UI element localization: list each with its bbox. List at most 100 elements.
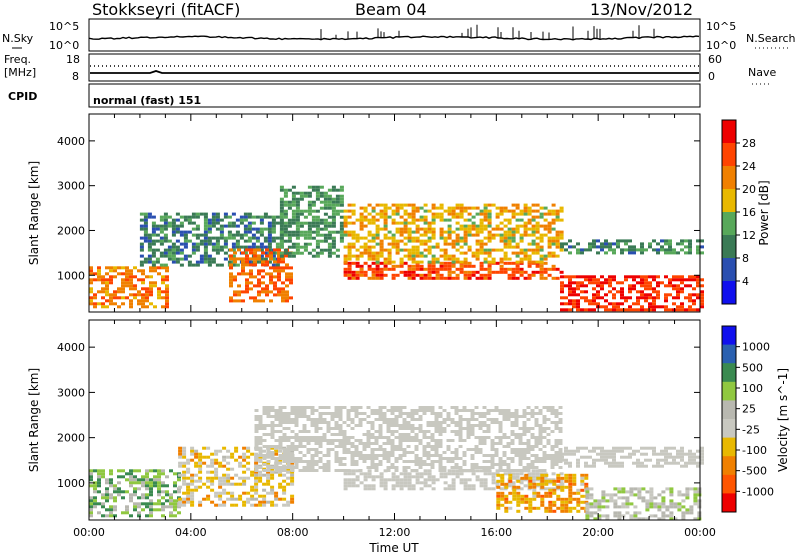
- velocity-scatter-cell: [161, 484, 165, 488]
- power-scatter-cell: [261, 260, 265, 264]
- power-scatter-cell: [231, 245, 236, 249]
- power-scatter-cell: [483, 257, 488, 261]
- power-scatter-cell: [555, 245, 560, 249]
- velocity-ground-scatter-cell: [278, 454, 283, 457]
- power-scatter-cell: [277, 266, 281, 270]
- velocity-ground-scatter-cell: [450, 466, 455, 469]
- velocity-scatter-cell: [532, 494, 537, 498]
- velocity-scatter-cell: [89, 469, 93, 473]
- velocity-ground-scatter-cell: [450, 406, 455, 409]
- power-scatter-cell: [359, 264, 364, 268]
- power-scatter-cell: [259, 215, 264, 219]
- power-scatter-cell: [311, 203, 316, 207]
- velocity-ground-scatter-cell: [507, 484, 512, 488]
- power-scatter-cell: [640, 296, 644, 300]
- velocity-ground-scatter-cell: [664, 461, 668, 465]
- velocity-ground-scatter-cell: [506, 409, 511, 412]
- velocity-ground-scatter-cell: [466, 430, 471, 433]
- velocity-scatter-cell: [266, 455, 271, 459]
- power-scatter-cell: [311, 218, 316, 222]
- power-scatter-cell: [343, 257, 348, 261]
- velocity-ground-scatter-cell: [534, 406, 539, 409]
- power-scatter-cell: [323, 218, 328, 222]
- velocity-scatter-cell: [97, 490, 101, 494]
- velocity-scatter-cell: [246, 497, 251, 501]
- velocity-scatter-cell: [516, 479, 521, 483]
- power-scatter-cell: [467, 206, 472, 210]
- power-scatter-cell: [391, 276, 396, 280]
- power-scatter-cell: [229, 263, 233, 267]
- velocity-ground-scatter-cell: [254, 409, 259, 412]
- power-scatter-cell: [275, 242, 280, 246]
- velocity-scatter-cell: [250, 470, 255, 474]
- power-scatter-cell: [243, 245, 248, 249]
- power-scatter-cell: [191, 227, 196, 231]
- power-scatter-cell: [560, 308, 564, 312]
- velocity-ground-scatter-cell: [330, 442, 335, 445]
- velocity-scatter-cell: [685, 511, 690, 515]
- power-scatter-cell: [495, 227, 500, 231]
- power-scatter-cell: [371, 236, 376, 240]
- power-scatter-cell: [399, 230, 404, 234]
- power-scatter-cell: [640, 242, 644, 246]
- power-scatter-cell: [175, 212, 180, 216]
- velocity-scatter-cell: [685, 490, 690, 494]
- power-scatter-cell: [191, 242, 196, 246]
- power-scatter-cell: [435, 245, 440, 249]
- power-scatter-cell: [89, 278, 93, 282]
- velocity-scatter-cell: [516, 491, 521, 495]
- velocity-ground-scatter-cell: [474, 436, 479, 439]
- velocity-scatter-cell: [617, 517, 622, 521]
- power-scatter-cell: [700, 290, 704, 294]
- velocity-scatter-cell: [560, 485, 565, 489]
- velocity-scatter-cell: [585, 505, 590, 509]
- velocity-colorbar-segment: [722, 493, 736, 513]
- velocity-scatter-cell: [222, 473, 227, 477]
- power-scatter-cell: [109, 278, 113, 282]
- velocity-scatter-cell: [512, 491, 517, 495]
- power-scatter-cell: [241, 299, 245, 303]
- power-scatter-cell: [167, 251, 172, 255]
- velocity-scatter-cell: [584, 500, 589, 504]
- power-scatter-cell: [439, 236, 444, 240]
- velocity-ground-scatter-cell: [282, 451, 287, 454]
- velocity-scatter-cell: [234, 449, 239, 453]
- power-scatter-cell: [331, 242, 336, 246]
- power-scatter-cell: [231, 263, 236, 267]
- velocity-scatter-cell: [254, 482, 259, 486]
- velocity-ground-scatter-cell: [310, 463, 315, 466]
- velocity-scatter-cell: [617, 511, 622, 515]
- power-scatter-cell: [439, 230, 444, 234]
- power-scatter-cell: [165, 278, 169, 282]
- velocity-scatter-cell: [157, 469, 161, 473]
- velocity-scatter-cell: [202, 497, 207, 501]
- power-scatter-cell: [664, 296, 668, 300]
- power-scatter-cell: [303, 236, 308, 240]
- velocity-ground-scatter-cell: [398, 457, 403, 460]
- velocity-scatter-cell: [194, 464, 199, 468]
- velocity-ground-scatter-cell: [278, 436, 283, 439]
- power-scatter-cell: [455, 236, 460, 240]
- velocity-ground-scatter-cell: [470, 457, 475, 460]
- power-scatter-cell: [431, 212, 436, 216]
- power-scatter-cell: [580, 281, 584, 285]
- velocity-scatter-cell: [93, 502, 97, 506]
- power-scatter-cell: [277, 278, 281, 282]
- power-scatter-cell: [379, 203, 384, 207]
- velocity-ground-scatter-cell: [262, 424, 267, 427]
- power-scatter-cell: [411, 209, 416, 213]
- power-scatter-cell: [215, 221, 220, 225]
- power-scatter-cell: [151, 215, 156, 219]
- velocity-ground-scatter-cell: [298, 430, 303, 433]
- velocity-ground-scatter-cell: [358, 442, 363, 445]
- velocity-ground-scatter-cell: [342, 421, 347, 424]
- velocity-scatter-cell: [532, 485, 537, 489]
- cpid-value: normal (fast) 151: [93, 94, 201, 107]
- power-scatter-cell: [159, 236, 164, 240]
- velocity-ground-scatter-cell: [451, 472, 456, 476]
- power-scatter-cell: [547, 227, 552, 231]
- velocity-ground-scatter-cell: [526, 406, 531, 409]
- velocity-ground-scatter-cell: [483, 472, 488, 476]
- power-scatter-cell: [143, 227, 148, 231]
- velocity-ground-scatter-cell: [278, 412, 283, 415]
